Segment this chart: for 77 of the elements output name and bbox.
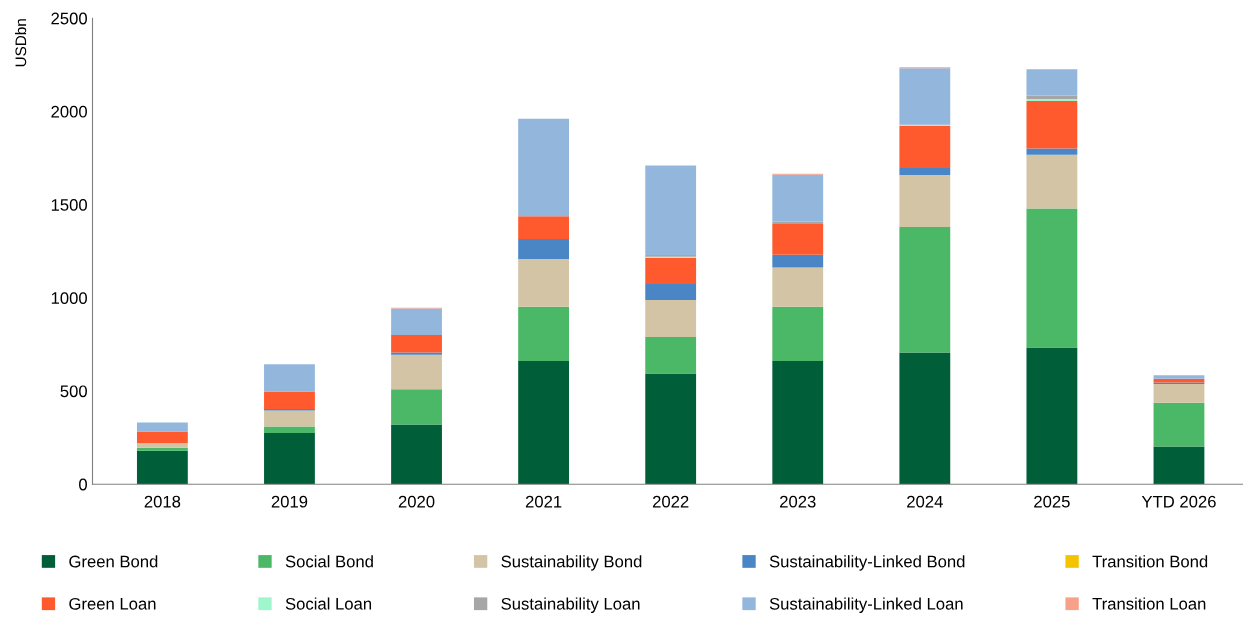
bar: [645, 165, 697, 255]
bar: [136, 447, 188, 451]
bar: [645, 257, 697, 284]
legend-label: Green Bond: [69, 555, 158, 568]
bar: [391, 308, 442, 336]
x-tick-label: 2019: [271, 495, 308, 508]
legend-label: Transition Bond: [1092, 555, 1208, 568]
bar: [772, 360, 824, 485]
bar: [518, 238, 570, 260]
bar: [645, 373, 697, 485]
bar: [391, 352, 442, 355]
x-tick-label: 2023: [780, 495, 816, 508]
bar: [772, 254, 824, 268]
x-tick-label: 2024: [907, 495, 943, 508]
legend-label: Sustainability-Linked Loan: [769, 597, 963, 613]
legend-label: Transition Loan: [1092, 597, 1206, 610]
bar: [518, 118, 570, 217]
legend-label: Green Loan: [69, 597, 156, 610]
y-tick-label: 1500: [51, 199, 87, 211]
bar: [518, 306, 570, 361]
bar: [772, 267, 824, 307]
bar: [391, 335, 442, 353]
legend-label: Social Loan: [285, 597, 372, 610]
bar: [899, 167, 951, 175]
bar: [1026, 69, 1078, 96]
y-tick-label: 2000: [51, 105, 87, 118]
bar: [391, 354, 442, 390]
bar: [645, 284, 697, 301]
bar: [1153, 446, 1205, 485]
bar: [899, 352, 951, 485]
bar: [391, 389, 442, 425]
bar: [772, 174, 824, 222]
bar: [1026, 154, 1078, 209]
bar: [899, 125, 951, 168]
bar: [136, 450, 188, 485]
bar: [899, 174, 951, 227]
bar: [391, 424, 442, 485]
bar: [518, 360, 570, 485]
y-tick-label: 1000: [51, 292, 87, 304]
bar: [264, 433, 315, 485]
legend-label: Sustainability Loan: [501, 597, 640, 613]
bar: [518, 216, 570, 239]
bar: [264, 410, 315, 427]
bar: [518, 259, 570, 307]
bar: [1153, 375, 1205, 379]
legend-label: Sustainability Bond: [501, 555, 642, 571]
bar: [645, 300, 697, 337]
bar: [772, 223, 824, 255]
y-tick-label: 500: [60, 385, 87, 398]
x-tick-label: 2021: [525, 495, 562, 508]
y-axis-title: USDbn: [15, 19, 27, 67]
bar: [772, 306, 824, 361]
y-tick-label: 0: [79, 478, 87, 491]
bar: [1026, 347, 1078, 485]
bar: [1153, 383, 1205, 403]
bar: [264, 426, 315, 434]
bar: [772, 221, 824, 224]
x-tick-label: 2018: [144, 495, 181, 508]
bar: [264, 391, 315, 410]
bar: [899, 68, 951, 125]
x-tick-label: 2025: [1034, 495, 1070, 508]
bar: [899, 226, 951, 353]
bar: [1026, 148, 1078, 155]
x-tick-label: 2022: [652, 495, 689, 508]
x-tick-label: YTD 2026: [1141, 495, 1216, 508]
bar: [1026, 100, 1078, 149]
bar: [264, 364, 315, 392]
bar: [1153, 402, 1205, 447]
bar: [136, 422, 188, 432]
legend-label: Social Bond: [285, 555, 373, 568]
bar: [136, 431, 188, 444]
legend-label: Sustainability-Linked Bond: [769, 555, 965, 571]
bar: [645, 336, 697, 374]
bar: [1026, 208, 1078, 348]
x-tick-label: 2020: [398, 495, 435, 508]
y-tick-label: 2500: [51, 12, 87, 25]
bar: [136, 443, 188, 448]
